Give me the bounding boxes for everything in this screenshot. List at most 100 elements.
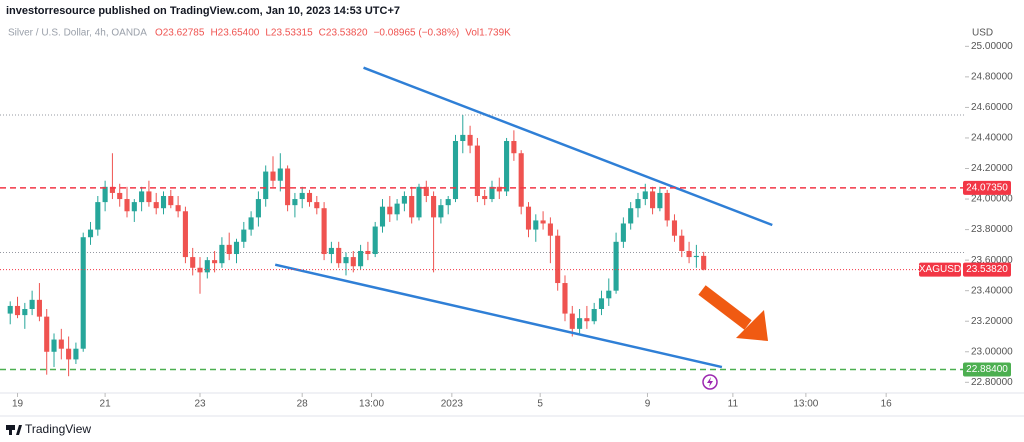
x-tick-label: 16 xyxy=(881,399,893,410)
candle-body xyxy=(679,235,685,251)
candle-body xyxy=(504,141,510,192)
candle-body xyxy=(474,145,480,196)
candle-body xyxy=(452,141,459,200)
x-tick-label: 5 xyxy=(537,399,543,410)
candle-body xyxy=(190,257,196,268)
candle-body xyxy=(153,202,159,209)
candle-body xyxy=(547,223,553,236)
candle-body xyxy=(328,247,334,255)
legend-item: H23.65400 xyxy=(210,28,259,39)
candle-body xyxy=(51,339,57,352)
price-tag xyxy=(963,262,1011,277)
candle-body xyxy=(387,206,393,215)
candle-body xyxy=(584,318,590,322)
logo-mark xyxy=(16,425,22,435)
x-tick-label: 2023 xyxy=(441,399,464,410)
event-icon-bolt xyxy=(707,377,713,387)
candle-body xyxy=(160,195,167,209)
ohlc-legend: O23.62785 H23.65400 L23.53315 C23.53820 −0.0… xyxy=(155,28,511,39)
symbol-tag-label: XAGUSD xyxy=(919,264,961,275)
candle-body xyxy=(175,205,181,212)
chart-title: Silver / U.S. Dollar, 4h, OANDA xyxy=(8,28,147,39)
price-tag-label: 24.07350 xyxy=(966,182,1008,193)
footer-brand: TradingView xyxy=(25,422,91,436)
legend-item: Vol1.739K xyxy=(465,28,511,39)
candle-body xyxy=(58,339,64,349)
candle-body xyxy=(606,290,612,299)
candle-body xyxy=(489,186,495,200)
symbol-tag xyxy=(919,262,961,277)
candle-body xyxy=(467,134,473,146)
x-tick-label: 21 xyxy=(100,399,112,410)
candle-body xyxy=(285,168,291,206)
candle-body xyxy=(518,153,524,207)
candle-body xyxy=(182,211,188,258)
candle-body xyxy=(358,250,364,267)
y-tick-label: 24.00000 xyxy=(971,194,1013,205)
candle-body xyxy=(620,223,626,242)
candle-body xyxy=(423,186,429,196)
y-tick-label: 24.60000 xyxy=(971,102,1013,113)
price-tag xyxy=(963,180,1011,195)
legend-item: L23.53315 xyxy=(265,28,313,39)
candle-body xyxy=(445,199,451,206)
candle-body xyxy=(321,208,327,255)
candle-body xyxy=(496,186,502,192)
trendline xyxy=(363,66,773,227)
candle-body xyxy=(14,305,21,316)
candle-body xyxy=(248,217,254,230)
price-tag-label: 23.53820 xyxy=(966,264,1008,275)
arrow-head xyxy=(736,310,768,341)
y-tick-label: 23.20000 xyxy=(971,316,1013,327)
y-tick-label: 23.40000 xyxy=(971,285,1013,296)
candle-body xyxy=(438,205,444,218)
candle-body xyxy=(540,220,546,224)
candle-body xyxy=(336,247,342,264)
candle-body xyxy=(263,171,269,200)
candle-body xyxy=(482,195,488,200)
candle-body xyxy=(613,241,619,291)
candle-body xyxy=(372,226,378,255)
legend-item: C23.53820 xyxy=(319,28,368,39)
x-tick-label: 28 xyxy=(297,399,309,410)
candle-body xyxy=(117,192,123,200)
candle-body xyxy=(671,220,678,236)
logo-mark xyxy=(9,425,12,435)
candle-body xyxy=(168,195,174,206)
x-tick-label: 13:00 xyxy=(793,399,818,410)
y-tick-label: 23.00000 xyxy=(971,346,1013,357)
candle-body xyxy=(146,191,152,203)
candle-body xyxy=(29,299,35,310)
candle-body xyxy=(255,199,261,218)
candle-body xyxy=(277,168,283,181)
candle-body xyxy=(693,255,699,258)
candle-body xyxy=(102,186,108,203)
candle-body xyxy=(131,202,137,212)
candle-body xyxy=(591,309,597,322)
candle-body xyxy=(650,191,656,209)
candle-body xyxy=(460,134,466,142)
candle-body xyxy=(22,309,28,316)
candle-body xyxy=(569,313,575,329)
y-axis-label: USD xyxy=(972,28,993,39)
candle-body xyxy=(197,267,203,273)
candle-body xyxy=(292,199,298,206)
candle-body xyxy=(270,171,276,181)
legend-item: −0.08965 (−0.38%) xyxy=(374,28,460,39)
x-tick-label: 9 xyxy=(645,399,651,410)
candle-body xyxy=(36,299,42,317)
y-tick-label: 23.60000 xyxy=(971,255,1013,266)
candle-body xyxy=(343,257,349,264)
candle-body xyxy=(555,235,561,284)
trendline xyxy=(274,263,723,369)
arrow xyxy=(698,285,768,341)
candle-body xyxy=(314,202,320,209)
candle-body xyxy=(409,195,415,218)
candle-body xyxy=(299,192,305,200)
candle-body xyxy=(95,202,101,230)
candle-body xyxy=(7,305,13,314)
candle-body xyxy=(66,348,72,360)
price-tag-label: 22.88400 xyxy=(966,364,1008,375)
candle-body xyxy=(80,237,86,349)
